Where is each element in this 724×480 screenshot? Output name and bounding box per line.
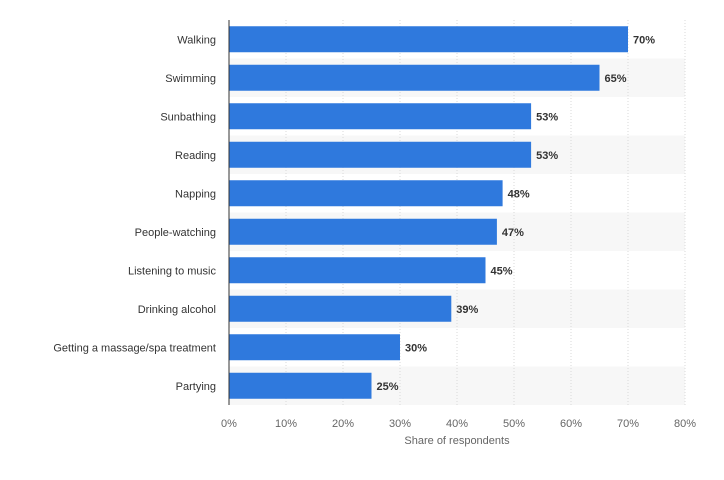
data-label: 30%: [405, 342, 427, 354]
x-tick-labels: 0% 10% 20% 30% 40% 50% 60% 70% 80%: [221, 418, 696, 430]
bar: [229, 372, 372, 399]
bar: [229, 141, 532, 168]
bar: [229, 103, 532, 130]
bar: [229, 257, 486, 284]
category-label: People-watching: [135, 227, 216, 239]
x-tick-label: 80%: [674, 418, 696, 430]
gridlines: [285, 20, 686, 405]
category-label: Napping: [175, 188, 216, 200]
x-tick-label: 0%: [221, 418, 237, 430]
category-label: Getting a massage/spa treatment: [53, 342, 216, 354]
x-tick-label: 40%: [446, 418, 468, 430]
category-label: Reading: [175, 150, 216, 162]
category-label: Listening to music: [128, 265, 217, 277]
bar: [229, 295, 452, 322]
bar: [229, 218, 497, 245]
category-label: Partying: [176, 381, 216, 393]
x-tick-label: 10%: [275, 418, 297, 430]
category-label: Sunbathing: [160, 111, 216, 123]
category-label: Walking: [177, 34, 216, 46]
data-label: 39%: [456, 304, 478, 316]
x-tick-label: 70%: [617, 418, 639, 430]
x-axis-title: Share of respondents: [404, 435, 510, 447]
data-label: 65%: [605, 73, 627, 85]
bar: [229, 64, 600, 91]
data-label: 53%: [536, 150, 558, 162]
bar: [229, 180, 503, 207]
data-label: 70%: [633, 34, 655, 46]
x-tick-label: 20%: [332, 418, 354, 430]
bar: [229, 334, 400, 361]
value-labels: 70% 65% 53% 53% 48% 47% 45% 39% 30% 25%: [377, 34, 656, 393]
data-label: 53%: [536, 111, 558, 123]
bar: [229, 26, 628, 53]
data-label: 47%: [502, 227, 524, 239]
bars: [229, 26, 628, 399]
data-label: 48%: [508, 188, 530, 200]
data-label: 25%: [377, 381, 399, 393]
x-tick-label: 30%: [389, 418, 411, 430]
x-tick-label: 50%: [503, 418, 525, 430]
category-labels: Walking Swimming Sunbathing Reading Napping P…: [53, 34, 216, 393]
data-label: 45%: [491, 265, 513, 277]
category-label: Swimming: [165, 73, 216, 85]
x-tick-label: 60%: [560, 418, 582, 430]
category-label: Drinking alcohol: [138, 304, 216, 316]
